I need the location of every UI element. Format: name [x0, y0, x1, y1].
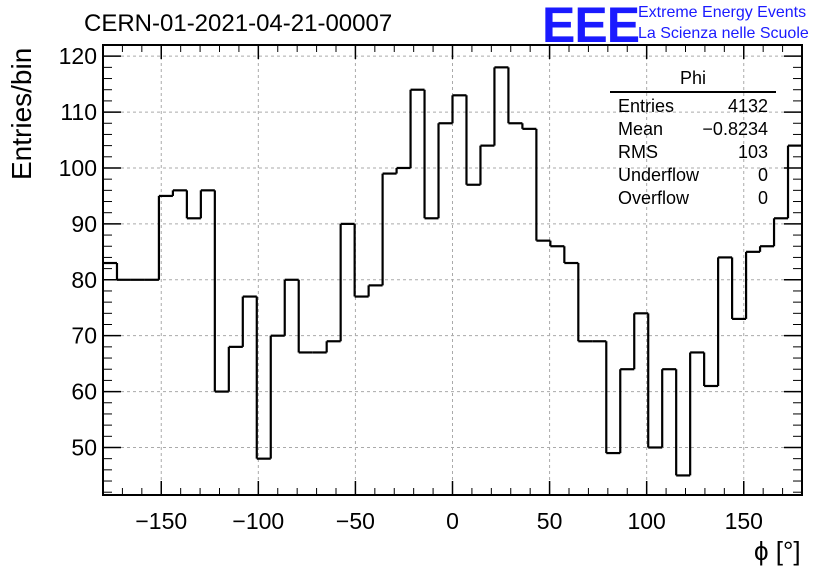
y-tick-label: 70: [71, 323, 97, 349]
stats-row-overflow: Overflow 0: [610, 187, 776, 210]
logo-text-line2: La Scienza nelle Scuole: [638, 25, 809, 42]
stats-label: Underflow: [618, 165, 700, 185]
eee-logo: EEE: [542, 0, 640, 53]
y-tick-label: 90: [71, 211, 97, 237]
stats-value: 4132: [727, 96, 768, 116]
x-tick-label: −50: [336, 508, 375, 534]
stats-value: −0.8234: [702, 119, 768, 139]
x-tick-label: 150: [725, 508, 763, 534]
stats-box: Phi Entries 4132 Mean −0.8234 RMS 103 Un…: [610, 68, 776, 210]
y-tick-label: 50: [71, 434, 97, 460]
stats-label: Mean: [618, 119, 664, 139]
axis-ticks: [103, 44, 802, 495]
stats-label: Overflow: [618, 188, 690, 208]
tick-labels: −150 −100 −50 0 50 100 150 50 60 70 80 90 100 110 120: [59, 43, 763, 534]
y-tick-label: 60: [71, 379, 97, 405]
x-tick-label: −150: [135, 508, 187, 534]
stats-row-rms: RMS 103: [610, 141, 776, 164]
logo-text-line1: Extreme Energy Events: [638, 4, 807, 21]
stats-title: Phi: [610, 68, 776, 93]
y-axis-label: Entries/bin: [6, 47, 37, 180]
stats-value: 0: [757, 188, 768, 208]
stats-row-underflow: Underflow 0: [610, 164, 776, 187]
plot-frame: [102, 44, 803, 496]
stats-value: 103: [737, 142, 768, 162]
x-tick-label: −100: [232, 508, 284, 534]
y-tick-label: 80: [71, 267, 97, 293]
histogram-series: [103, 66, 802, 477]
stats-label: Entries: [618, 96, 675, 116]
x-tick-label: 0: [446, 508, 459, 534]
y-tick-label: 120: [59, 43, 97, 69]
x-tick-label: 50: [537, 508, 563, 534]
stats-row-entries: Entries 4132: [610, 95, 776, 118]
stats-row-mean: Mean −0.8234: [610, 118, 776, 141]
y-tick-label: 110: [60, 99, 97, 125]
x-axis-label: ϕ [°]: [754, 536, 801, 566]
chart-title: CERN-01-2021-04-21-00007: [84, 10, 393, 37]
x-tick-label: 100: [627, 508, 665, 534]
stats-value: 0: [757, 165, 768, 185]
stats-label: RMS: [618, 142, 658, 162]
y-tick-label: 100: [59, 155, 97, 181]
